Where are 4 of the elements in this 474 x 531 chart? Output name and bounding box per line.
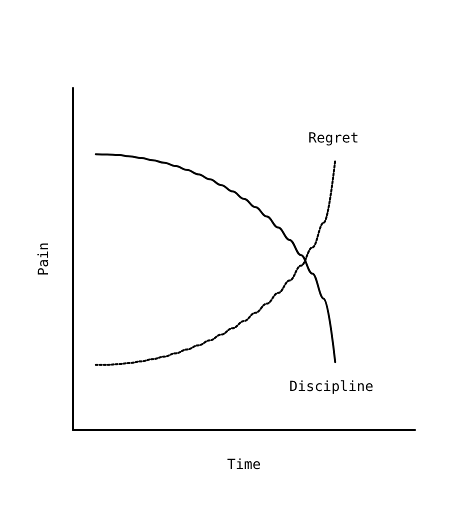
series-label: Regret — [308, 130, 359, 146]
y-axis-title: Pain — [36, 242, 52, 276]
x-axis-title: Time — [227, 457, 261, 473]
series-label: Discipline — [289, 379, 374, 396]
